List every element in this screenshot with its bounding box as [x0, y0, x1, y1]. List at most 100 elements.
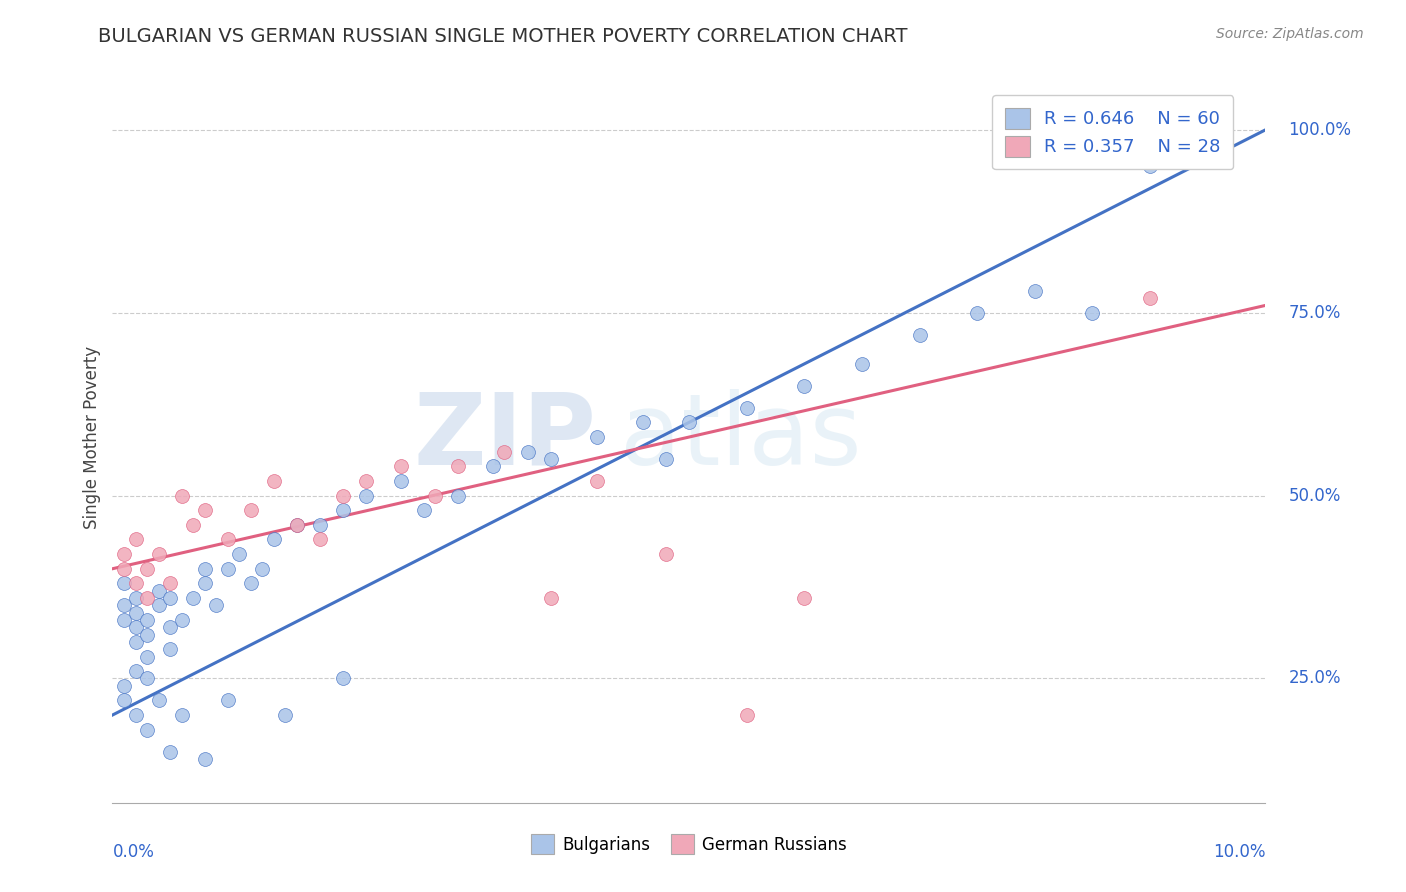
Point [148, 599, 170, 613]
Point [159, 642, 181, 657]
Point [124, 591, 146, 605]
Point [205, 599, 228, 613]
Point [136, 723, 159, 737]
Text: BULGARIAN VS GERMAN RUSSIAN SINGLE MOTHER POVERTY CORRELATION CHART: BULGARIAN VS GERMAN RUSSIAN SINGLE MOTHE… [98, 27, 908, 45]
Point [389, 474, 412, 488]
Point [136, 613, 159, 627]
Text: Source: ZipAtlas.com: Source: ZipAtlas.com [1216, 27, 1364, 41]
Point [263, 533, 285, 547]
Point [181, 517, 204, 532]
Point [735, 401, 758, 415]
Point [217, 533, 239, 547]
Point [239, 503, 262, 517]
Point [194, 576, 217, 591]
Point [112, 599, 135, 613]
Text: atlas: atlas [620, 389, 862, 485]
Point [181, 591, 204, 605]
Point [793, 591, 815, 605]
Point [585, 474, 607, 488]
Point [148, 547, 170, 561]
Legend: Bulgarians, German Russians: Bulgarians, German Russians [524, 828, 853, 860]
Point [851, 357, 873, 371]
Point [735, 708, 758, 723]
Point [217, 693, 239, 707]
Point [332, 672, 354, 686]
Point [655, 452, 678, 467]
Text: 50.0%: 50.0% [1288, 487, 1341, 505]
Point [389, 459, 412, 474]
Point [678, 416, 700, 430]
Point [425, 489, 447, 503]
Point [124, 606, 146, 620]
Point [217, 562, 239, 576]
Point [170, 489, 193, 503]
Y-axis label: Single Mother Poverty: Single Mother Poverty [83, 345, 101, 529]
Point [112, 562, 135, 576]
Text: 100.0%: 100.0% [1288, 121, 1351, 139]
Point [793, 379, 815, 393]
Point [136, 649, 159, 664]
Text: 10.0%: 10.0% [1213, 843, 1265, 861]
Point [1024, 284, 1046, 298]
Point [112, 693, 135, 707]
Point [124, 635, 146, 649]
Point [194, 503, 217, 517]
Point [252, 562, 274, 576]
Point [540, 452, 562, 467]
Point [239, 576, 262, 591]
Point [412, 503, 434, 517]
Text: 25.0%: 25.0% [1288, 670, 1341, 688]
Point [585, 430, 607, 444]
Point [516, 444, 538, 458]
Point [447, 489, 470, 503]
Point [124, 576, 146, 591]
Text: 75.0%: 75.0% [1288, 304, 1341, 322]
Point [332, 503, 354, 517]
Point [482, 459, 505, 474]
Point [631, 416, 654, 430]
Point [159, 620, 181, 634]
Point [159, 591, 181, 605]
Point [170, 708, 193, 723]
Point [285, 517, 308, 532]
Point [1081, 306, 1104, 320]
Point [148, 583, 170, 598]
Point [1139, 291, 1161, 305]
Point [263, 474, 285, 488]
Point [136, 672, 159, 686]
Point [124, 533, 146, 547]
Point [112, 547, 135, 561]
Point [159, 745, 181, 759]
Point [332, 489, 354, 503]
Point [447, 459, 470, 474]
Point [309, 533, 332, 547]
Point [136, 562, 159, 576]
Point [194, 562, 217, 576]
Point [124, 708, 146, 723]
Point [274, 708, 297, 723]
Point [309, 517, 332, 532]
Point [228, 547, 250, 561]
Point [540, 591, 562, 605]
Text: ZIP: ZIP [413, 389, 596, 485]
Point [494, 444, 516, 458]
Point [124, 664, 146, 678]
Point [136, 627, 159, 641]
Point [124, 620, 146, 634]
Point [194, 752, 217, 766]
Point [1139, 160, 1161, 174]
Point [148, 693, 170, 707]
Point [112, 679, 135, 693]
Point [136, 591, 159, 605]
Point [354, 474, 377, 488]
Point [966, 306, 988, 320]
Point [159, 576, 181, 591]
Text: 0.0%: 0.0% [112, 843, 155, 861]
Point [112, 613, 135, 627]
Point [354, 489, 377, 503]
Point [908, 327, 931, 342]
Point [285, 517, 308, 532]
Point [170, 613, 193, 627]
Point [655, 547, 678, 561]
Point [112, 576, 135, 591]
